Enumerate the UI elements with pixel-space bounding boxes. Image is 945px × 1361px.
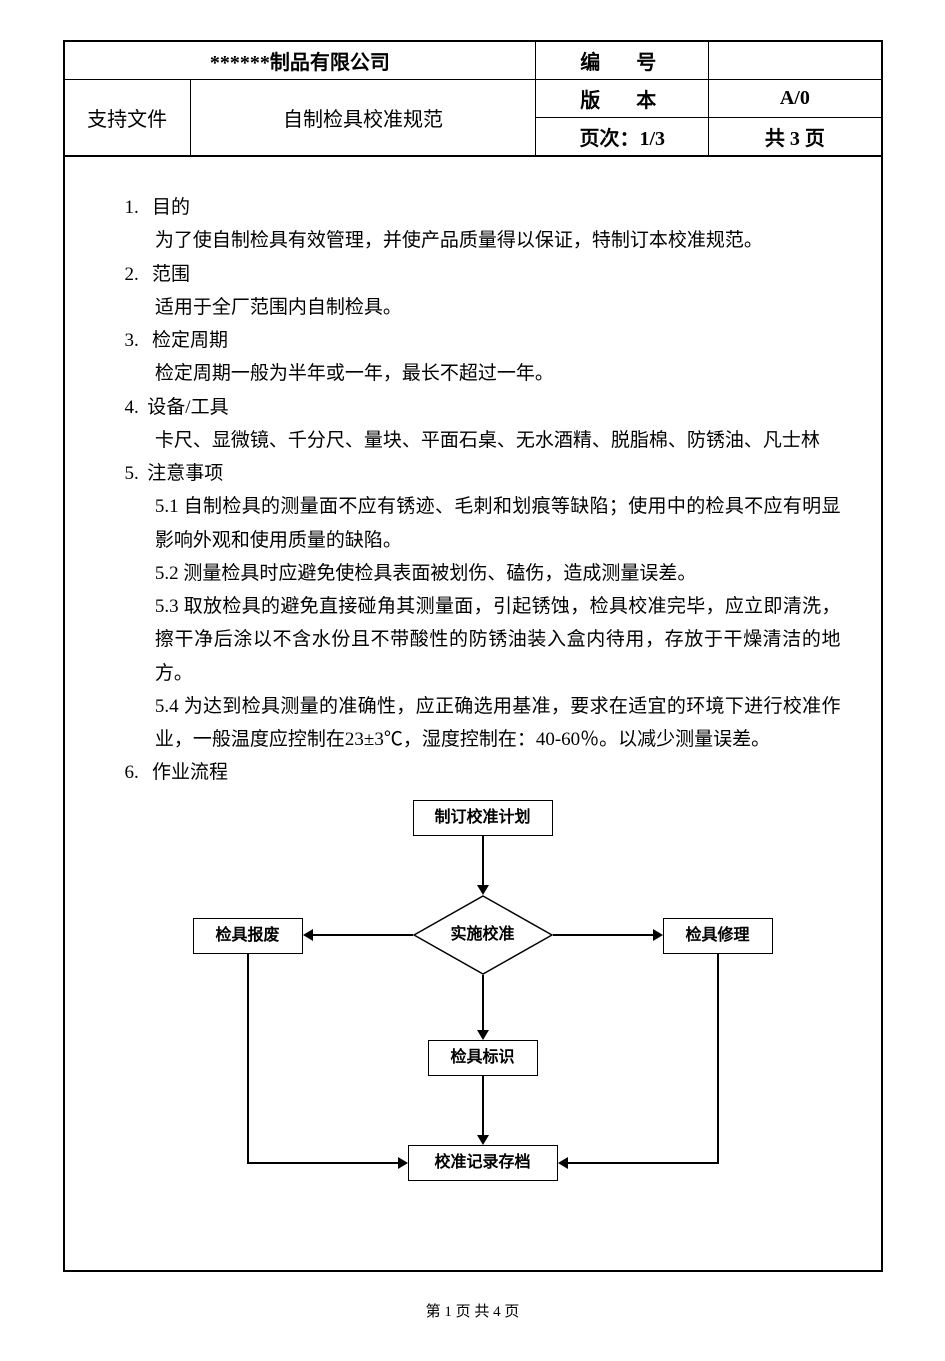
doc-title: 自制检具校准规范 bbox=[190, 80, 536, 157]
flow-node-archive: 校准记录存档 bbox=[408, 1145, 558, 1181]
sub-item-5-4: 5.4 为达到检具测量的准确性，应正确选用基准，要求在适宜的环境下进行校准作业，… bbox=[155, 690, 841, 757]
page-footer: 第 1 页 共 4 页 bbox=[63, 1300, 883, 1321]
flow-edge bbox=[247, 1162, 398, 1164]
section-title: 作业流程 bbox=[152, 762, 228, 783]
flow-node-label: 检具修理 bbox=[685, 922, 749, 950]
arrow-left-icon bbox=[558, 1157, 568, 1169]
section-body: 为了使自制检具有效管理，并使产品质量得以保证，特制订本校准规范。 bbox=[155, 224, 841, 257]
doc-no-label: 编 号 bbox=[536, 41, 709, 80]
flow-node-label: 检具标识 bbox=[450, 1044, 514, 1072]
section-body: 适用于全厂范围内自制检具。 bbox=[155, 291, 841, 324]
section-3: 3. 检定周期 检定周期一般为半年或一年，最长不超过一年。 bbox=[125, 324, 841, 391]
flowchart: 制订校准计划 实施校准 检具报废 检具修理 bbox=[173, 800, 793, 1230]
section-title: 注意事项 bbox=[147, 463, 223, 484]
flow-edge bbox=[717, 954, 719, 1163]
section-num: 3. bbox=[125, 324, 148, 357]
section-num: 1. bbox=[125, 191, 148, 224]
arrow-down-icon bbox=[477, 1135, 489, 1145]
page-label: 页次：1/3 bbox=[536, 118, 709, 157]
flow-edge bbox=[482, 975, 484, 1030]
footer-page-current: 1 bbox=[444, 1304, 452, 1320]
header-table: ******制品有限公司 编 号 支持文件 自制检具校准规范 版 本 A/0 页… bbox=[63, 40, 883, 157]
flow-node-label: 校准记录存档 bbox=[434, 1149, 530, 1177]
footer-page-total: 4 bbox=[493, 1304, 501, 1320]
section-num: 4. bbox=[125, 391, 148, 424]
section-4: 4.设备/工具 卡尺、显微镜、千分尺、量块、平面石桌、无水酒精、脱脂棉、防锈油、… bbox=[125, 391, 841, 458]
flow-node-mark: 检具标识 bbox=[428, 1040, 538, 1076]
content-list: 1. 目的 为了使自制检具有效管理，并使产品质量得以保证，特制订本校准规范。 2… bbox=[125, 191, 841, 1230]
flow-edge bbox=[247, 954, 249, 1163]
section-num: 6. bbox=[125, 756, 148, 789]
section-6: 6. 作业流程 bbox=[125, 756, 841, 789]
flow-edge bbox=[568, 1162, 719, 1164]
arrow-right-icon bbox=[653, 929, 663, 941]
flow-node-scrap: 检具报废 bbox=[193, 918, 303, 954]
flow-node-label: 检具报废 bbox=[215, 922, 279, 950]
flow-edge bbox=[553, 934, 653, 936]
footer-suffix: 页 bbox=[501, 1304, 520, 1320]
flow-node-impl: 实施校准 bbox=[413, 895, 553, 975]
doc-no-value bbox=[709, 41, 882, 80]
flow-node-plan: 制订校准计划 bbox=[413, 800, 553, 836]
version-label: 版 本 bbox=[536, 80, 709, 118]
document-page: ******制品有限公司 编 号 支持文件 自制检具校准规范 版 本 A/0 页… bbox=[63, 40, 883, 1321]
flow-node-repair: 检具修理 bbox=[663, 918, 773, 954]
flow-node-label: 实施校准 bbox=[450, 921, 514, 949]
flow-edge bbox=[482, 836, 484, 886]
sub-item-5-2: 5.2 测量检具时应避免使检具表面被划伤、磕伤，造成测量误差。 bbox=[155, 557, 841, 590]
section-body: 卡尺、显微镜、千分尺、量块、平面石桌、无水酒精、脱脂棉、防锈油、凡士林 bbox=[155, 424, 841, 457]
footer-mid: 页 共 bbox=[452, 1304, 493, 1320]
section-1: 1. 目的 为了使自制检具有效管理，并使产品质量得以保证，特制订本校准规范。 bbox=[125, 191, 841, 258]
arrow-left-icon bbox=[303, 929, 313, 941]
company-name: ******制品有限公司 bbox=[64, 41, 536, 80]
total-pages: 共 3 页 bbox=[709, 118, 882, 157]
section-5: 5.注意事项 5.1 自制检具的测量面不应有锈迹、毛刺和划痕等缺陷；使用中的检具… bbox=[125, 457, 841, 756]
section-title: 检定周期 bbox=[152, 330, 228, 351]
footer-prefix: 第 bbox=[426, 1304, 445, 1320]
sub-item-5-1: 5.1 自制检具的测量面不应有锈迹、毛刺和划痕等缺陷；使用中的检具不应有明显影响… bbox=[155, 490, 841, 557]
version-value: A/0 bbox=[709, 80, 882, 118]
document-body: 1. 目的 为了使自制检具有效管理，并使产品质量得以保证，特制订本校准规范。 2… bbox=[63, 157, 883, 1272]
section-num: 2. bbox=[125, 258, 148, 291]
section-title: 范围 bbox=[152, 264, 190, 285]
section-title: 设备/工具 bbox=[147, 397, 228, 418]
doc-type: 支持文件 bbox=[64, 80, 191, 157]
flow-edge bbox=[482, 1076, 484, 1135]
arrow-right-icon bbox=[398, 1157, 408, 1169]
section-title: 目的 bbox=[152, 197, 190, 218]
arrow-down-icon bbox=[477, 885, 489, 895]
arrow-down-icon bbox=[477, 1030, 489, 1040]
flow-node-label: 制订校准计划 bbox=[434, 804, 530, 832]
flow-edge bbox=[313, 934, 413, 936]
sub-item-5-3: 5.3 取放检具的避免直接碰角其测量面，引起锈蚀，检具校准完毕，应立即清洗，擦干… bbox=[155, 590, 841, 690]
section-num: 5. bbox=[125, 457, 148, 490]
section-2: 2. 范围 适用于全厂范围内自制检具。 bbox=[125, 258, 841, 325]
section-body: 检定周期一般为半年或一年，最长不超过一年。 bbox=[155, 357, 841, 390]
